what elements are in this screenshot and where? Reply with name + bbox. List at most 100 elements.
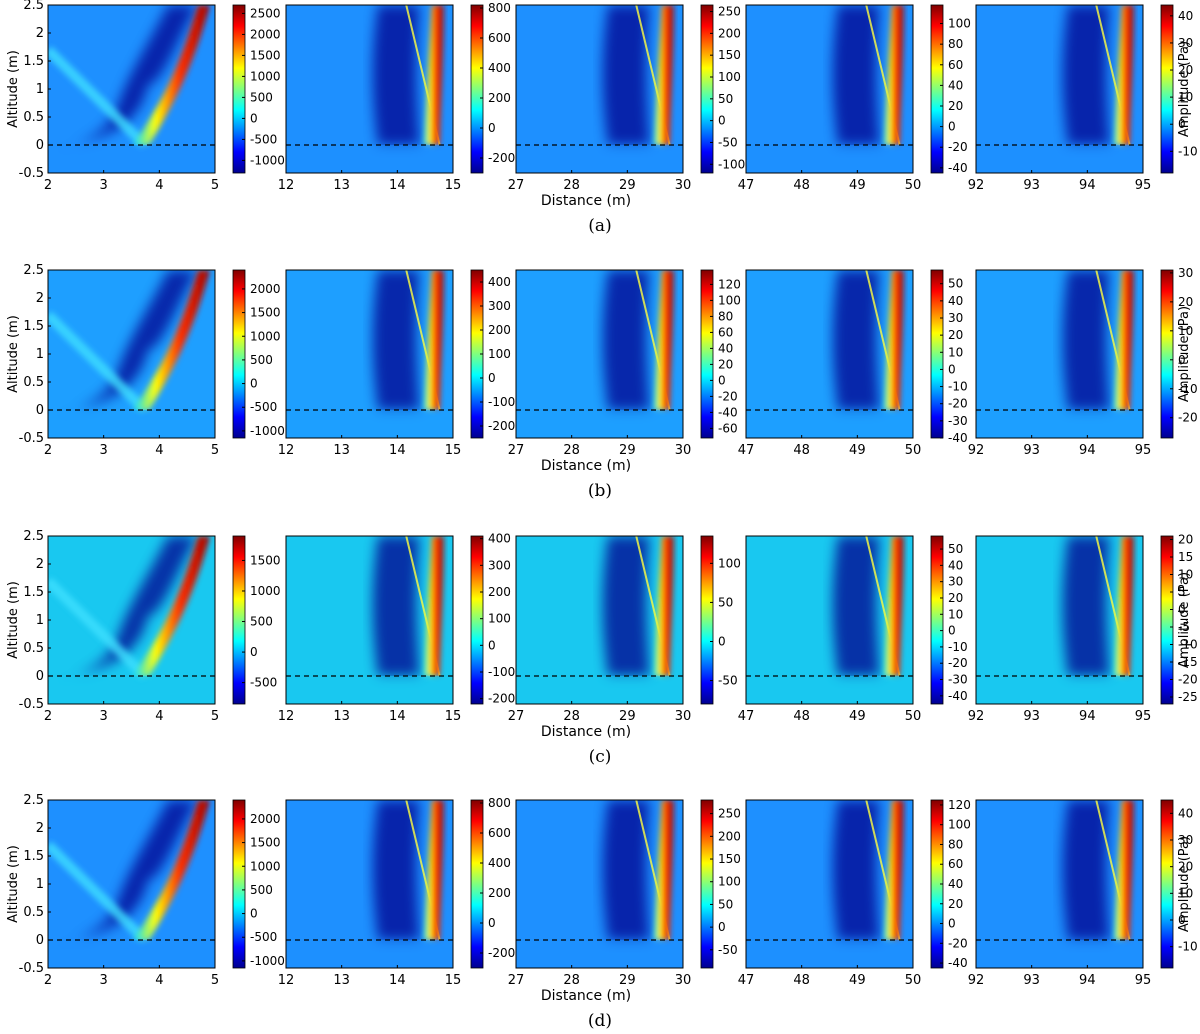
x-tick-label: 94 (1079, 709, 1096, 724)
x-tick-label: 29 (619, 178, 636, 193)
colorbar-tick-label: -10 (1178, 144, 1198, 158)
colorbar-tick-label: 0 (250, 645, 258, 659)
ground-zone (48, 410, 215, 438)
negative-pressure-band (832, 270, 880, 410)
x-tick-label: 15 (445, 178, 462, 193)
colorbar-tick-label: 40 (948, 78, 963, 92)
colorbar-tick-label: 0 (488, 121, 496, 135)
x-tick-label: 94 (1079, 973, 1096, 988)
colorbar-tick-label: 100 (718, 293, 741, 307)
colorbar-tick-label: 30 (948, 575, 963, 589)
colorbar-label: Amplitude (Pa) (1177, 41, 1192, 137)
colorbar-tick-label: 1500 (250, 553, 281, 567)
y-tick-label: 2 (36, 821, 44, 836)
colorbar (470, 4, 484, 174)
ground-zone (48, 145, 215, 173)
x-tick-label: 3 (100, 709, 108, 724)
negative-pressure-band (372, 5, 420, 145)
heatmap-panel: 2 3 4 5 2.5 2 1.5 1 0.5 0 -0.5 Altitude (m) 2500 2000… (6, 0, 285, 193)
y-tick-label: 0.5 (23, 375, 44, 390)
colorbar-tick-label: 1500 (250, 48, 281, 62)
x-tick-label: 2 (44, 709, 52, 724)
colorbar-tick-label: 0 (718, 114, 726, 128)
panel-frame (515, 799, 684, 969)
colorbar-tick-label: 2000 (250, 27, 281, 41)
pressure-field (286, 800, 453, 968)
direct-wave-front (48, 577, 149, 680)
ground-zone (976, 676, 1143, 704)
x-tick-label: 28 (563, 178, 580, 193)
colorbar-tick-label: 40 (1178, 9, 1193, 23)
row-caption: (a) (588, 216, 611, 236)
colorbar-tick-label: 100 (718, 556, 741, 570)
colorbar-tick-label: 2000 (250, 282, 281, 296)
colorbar-tick-label: -10 (948, 640, 968, 654)
colorbar-tick-label: -15 (1178, 655, 1198, 669)
colorbar-tick-label: -50 (718, 943, 738, 957)
y-tick-label: 0 (36, 403, 44, 418)
shock-front (1113, 5, 1134, 145)
pressure-field (976, 270, 1143, 438)
colorbar (1160, 4, 1174, 174)
x-tick-label: 48 (793, 178, 810, 193)
colorbar-tick-label: 50 (948, 277, 963, 291)
colorbar-tick-label: -1000 (250, 954, 285, 968)
y-tick-label: 0.5 (23, 641, 44, 656)
x-tick-label: 28 (563, 973, 580, 988)
colorbar-tick-label: -500 (250, 930, 277, 944)
pressure-field (286, 536, 453, 704)
heatmap-panel: 92 93 94 95 30 20 10 0 -10 -20 (968, 266, 1198, 458)
colorbar-tick-label: 400 (488, 275, 511, 289)
x-tick-label: 12 (278, 443, 295, 458)
shock-front (883, 800, 904, 940)
colorbar-tick-label: 20 (948, 591, 963, 605)
y-tick-label: -0.5 (19, 961, 44, 976)
negative-pressure-band (1062, 536, 1110, 676)
ground-zone (516, 145, 683, 173)
heatmap-panel: 12 13 14 15 400 300 200 100 0 -100 -200 (278, 532, 516, 724)
x-tick-label: 93 (1023, 973, 1040, 988)
colorbar-tick-label: 50 (948, 542, 963, 556)
x-tick-label: 5 (211, 443, 219, 458)
colorbar-tick-label: 60 (718, 325, 733, 339)
colorbar-tick-label: 200 (718, 26, 741, 40)
colorbar-tick-label: 0 (488, 638, 496, 652)
colorbar-label: Amplitude (Pa) (1177, 836, 1192, 932)
heatmap-panel: 27 28 29 30 120 100 80 60 40 20 0 -20 -40 -60 (508, 269, 741, 458)
colorbar-tick-label: 400 (488, 532, 511, 546)
colorbar-tick-label: -200 (488, 946, 515, 960)
negative-pressure-band (1062, 270, 1110, 410)
negative-pressure-band (58, 536, 198, 681)
x-tick-label: 49 (849, 178, 866, 193)
heatmap-panel: 92 93 94 95 40 30 20 10 0 -10 (968, 4, 1198, 193)
colorbar-tick-label: 0 (1178, 603, 1186, 617)
x-tick-label: 27 (508, 178, 525, 193)
colorbar-tick-label: 2000 (250, 812, 281, 826)
colorbar-tick-label: 20 (948, 897, 963, 911)
negative-pressure-band (832, 5, 880, 145)
colorbar-label: Amplitude (Pa) (1177, 306, 1192, 402)
colorbar-tick-label: -200 (488, 419, 515, 433)
shock-front (132, 800, 210, 940)
colorbar-tick-label: 50 (718, 897, 733, 911)
colorbar-tick-label: 0 (488, 371, 496, 385)
ground-zone (976, 410, 1143, 438)
colorbar-tick-label: -40 (948, 956, 968, 970)
direct-wave-front (48, 841, 149, 944)
colorbar-tick-label: 10 (1178, 886, 1193, 900)
x-tick-label: 30 (675, 443, 692, 458)
colorbar-tick-label: 1500 (250, 306, 281, 320)
colorbar-tick-label: 100 (718, 875, 741, 889)
colorbar-tick-label: 600 (488, 31, 511, 45)
shock-front (1113, 270, 1134, 410)
colorbar (1160, 799, 1174, 969)
shock-front (653, 800, 674, 940)
colorbar-tick-label: 0 (1178, 117, 1186, 131)
panel-frame (285, 4, 454, 174)
colorbar-label: Amplitude (Pa) (1177, 572, 1192, 668)
negative-pressure-band (1062, 800, 1110, 940)
colorbar-tick-label: -40 (948, 161, 968, 175)
x-tick-label: 49 (849, 443, 866, 458)
x-tick-label: 15 (445, 709, 462, 724)
